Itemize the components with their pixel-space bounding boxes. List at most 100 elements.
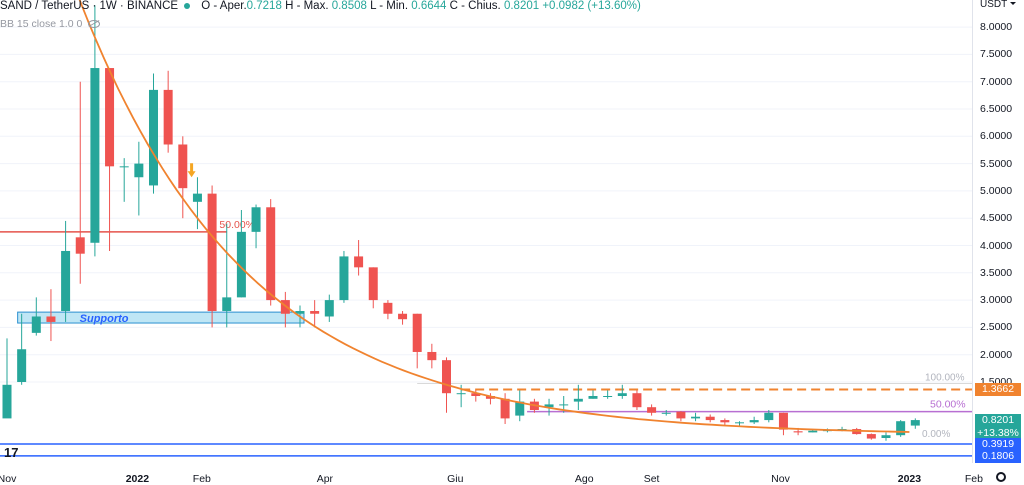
down-arrow-icon	[187, 163, 196, 178]
candle-body-17	[251, 207, 261, 232]
candle-body-35	[515, 401, 525, 416]
candle-body-14	[207, 193, 217, 312]
candle-body-52	[764, 412, 774, 421]
candle-body-47	[691, 416, 701, 419]
low-label: L - Min.	[370, 0, 409, 12]
tradingview-logo[interactable]: 17	[4, 445, 19, 460]
candle-body-5	[75, 237, 85, 254]
candle-body-27	[398, 313, 408, 320]
price-tick-label: 4.5000	[980, 212, 1013, 225]
high-value: 0.8508	[331, 0, 367, 12]
candle-body-49	[720, 420, 730, 423]
candle-body-42	[617, 393, 627, 396]
time-tick-label: Nov	[771, 473, 790, 485]
candle-body-0	[2, 384, 12, 419]
candle-body-60	[881, 435, 891, 438]
candle-body-53	[778, 412, 788, 430]
candle-body-23	[339, 256, 349, 301]
price-axis-border	[972, 0, 973, 463]
price-tick-label: 7.0000	[980, 75, 1013, 88]
candle-body-37	[544, 404, 554, 408]
price-tag-change: +13.38%	[977, 427, 1019, 440]
price-tick-label: 8.0000	[980, 21, 1013, 34]
time-tick-label: Giu	[447, 473, 464, 485]
candle-body-50	[735, 422, 744, 424]
candle-body-12	[178, 144, 188, 189]
close-value: 0.8201	[503, 0, 540, 12]
candle-body-1	[17, 349, 27, 382]
candle-body-18	[266, 207, 276, 301]
candle-body-32	[471, 393, 481, 396]
candle-body-11	[163, 89, 173, 145]
candle-body-24	[354, 256, 364, 268]
time-tick-label: Set	[643, 473, 660, 485]
change-value: +0.0982 (+13.60%)	[542, 0, 641, 12]
close-label: C - Chius.	[449, 0, 501, 12]
candle-body-54	[793, 431, 803, 433]
status-dot-icon	[184, 2, 191, 9]
high-label: H - Max.	[285, 0, 329, 12]
currency-selector[interactable]: USDT	[980, 0, 1016, 10]
price-tag-value: 0.3919	[981, 438, 1015, 451]
level-label-purple: 50.00%	[930, 399, 966, 411]
candle-body-31	[456, 393, 466, 395]
price-tag: 0.1806	[975, 449, 1021, 463]
trend-curve	[78, 0, 910, 433]
candle-body-48	[705, 416, 715, 421]
time-tick-label: 2022	[125, 473, 150, 485]
candle-body-21	[310, 311, 320, 314]
price-tick-label: 3.5000	[980, 266, 1013, 279]
candle-body-22	[324, 300, 334, 317]
candle-body-13	[192, 193, 202, 202]
fib-100-label: 100.00%	[925, 372, 965, 383]
open-value: 0.7218	[246, 0, 282, 12]
symbol-title[interactable]: SAND / TetherUS · 1W · BINANCE	[0, 0, 179, 12]
price-tick-label: 2.0000	[980, 348, 1013, 361]
support-label: Supporto	[80, 313, 129, 325]
time-tick-label: Nov	[0, 473, 17, 485]
candle-body-15	[222, 297, 232, 312]
candle-body-25	[368, 267, 378, 301]
price-tick-label: 3.0000	[980, 294, 1013, 307]
candle-body-59	[866, 434, 876, 439]
open-label: O - Aper.	[201, 0, 247, 12]
price-tag: 0.3919	[975, 438, 1021, 452]
price-tick-label: 6.5000	[980, 103, 1013, 115]
time-tick-label: Feb	[192, 473, 211, 485]
indicator-label: BB 15 close 1.0 0	[0, 18, 83, 30]
candle-body-29	[427, 351, 437, 361]
candle-body-9	[134, 163, 144, 178]
price-tag-value: 1.3662	[981, 383, 1015, 396]
candle-body-41	[603, 396, 613, 397]
candle-body-55	[808, 430, 818, 433]
indicator-legend[interactable]: BB 15 close 1.0 0	[0, 18, 101, 30]
candle-body-33	[485, 396, 495, 399]
candle-body-45	[661, 412, 671, 414]
candle-body-26	[383, 302, 393, 314]
candle-body-43	[632, 393, 642, 408]
price-tick-label: 5.0000	[980, 184, 1013, 197]
settings-gear-icon[interactable]	[996, 472, 1006, 482]
price-tick-label: 4.0000	[980, 239, 1013, 252]
candle-body-6	[90, 68, 100, 243]
candle-body-51	[749, 420, 759, 423]
hide-eye-icon[interactable]	[88, 20, 101, 29]
candle-body-28	[412, 313, 422, 352]
time-tick-label: Feb	[964, 473, 983, 485]
candle-body-3	[46, 316, 56, 322]
candle-body-20	[295, 311, 305, 314]
candle-body-8	[119, 166, 129, 168]
price-tick-label: 5.5000	[980, 157, 1013, 170]
candle-body-4	[61, 250, 71, 312]
time-tick-label: Ago	[574, 473, 594, 485]
candle-body-30	[442, 360, 451, 394]
price-tag-value: 0.1806	[981, 449, 1015, 462]
candle-body-10	[149, 89, 158, 186]
time-tick-label: 2023	[897, 473, 922, 485]
candle-body-34	[500, 398, 510, 419]
price-tick-label: 7.5000	[980, 48, 1013, 61]
price-tag: 0.8201 +13.38%	[975, 414, 1021, 441]
candle-body-16	[236, 231, 246, 298]
